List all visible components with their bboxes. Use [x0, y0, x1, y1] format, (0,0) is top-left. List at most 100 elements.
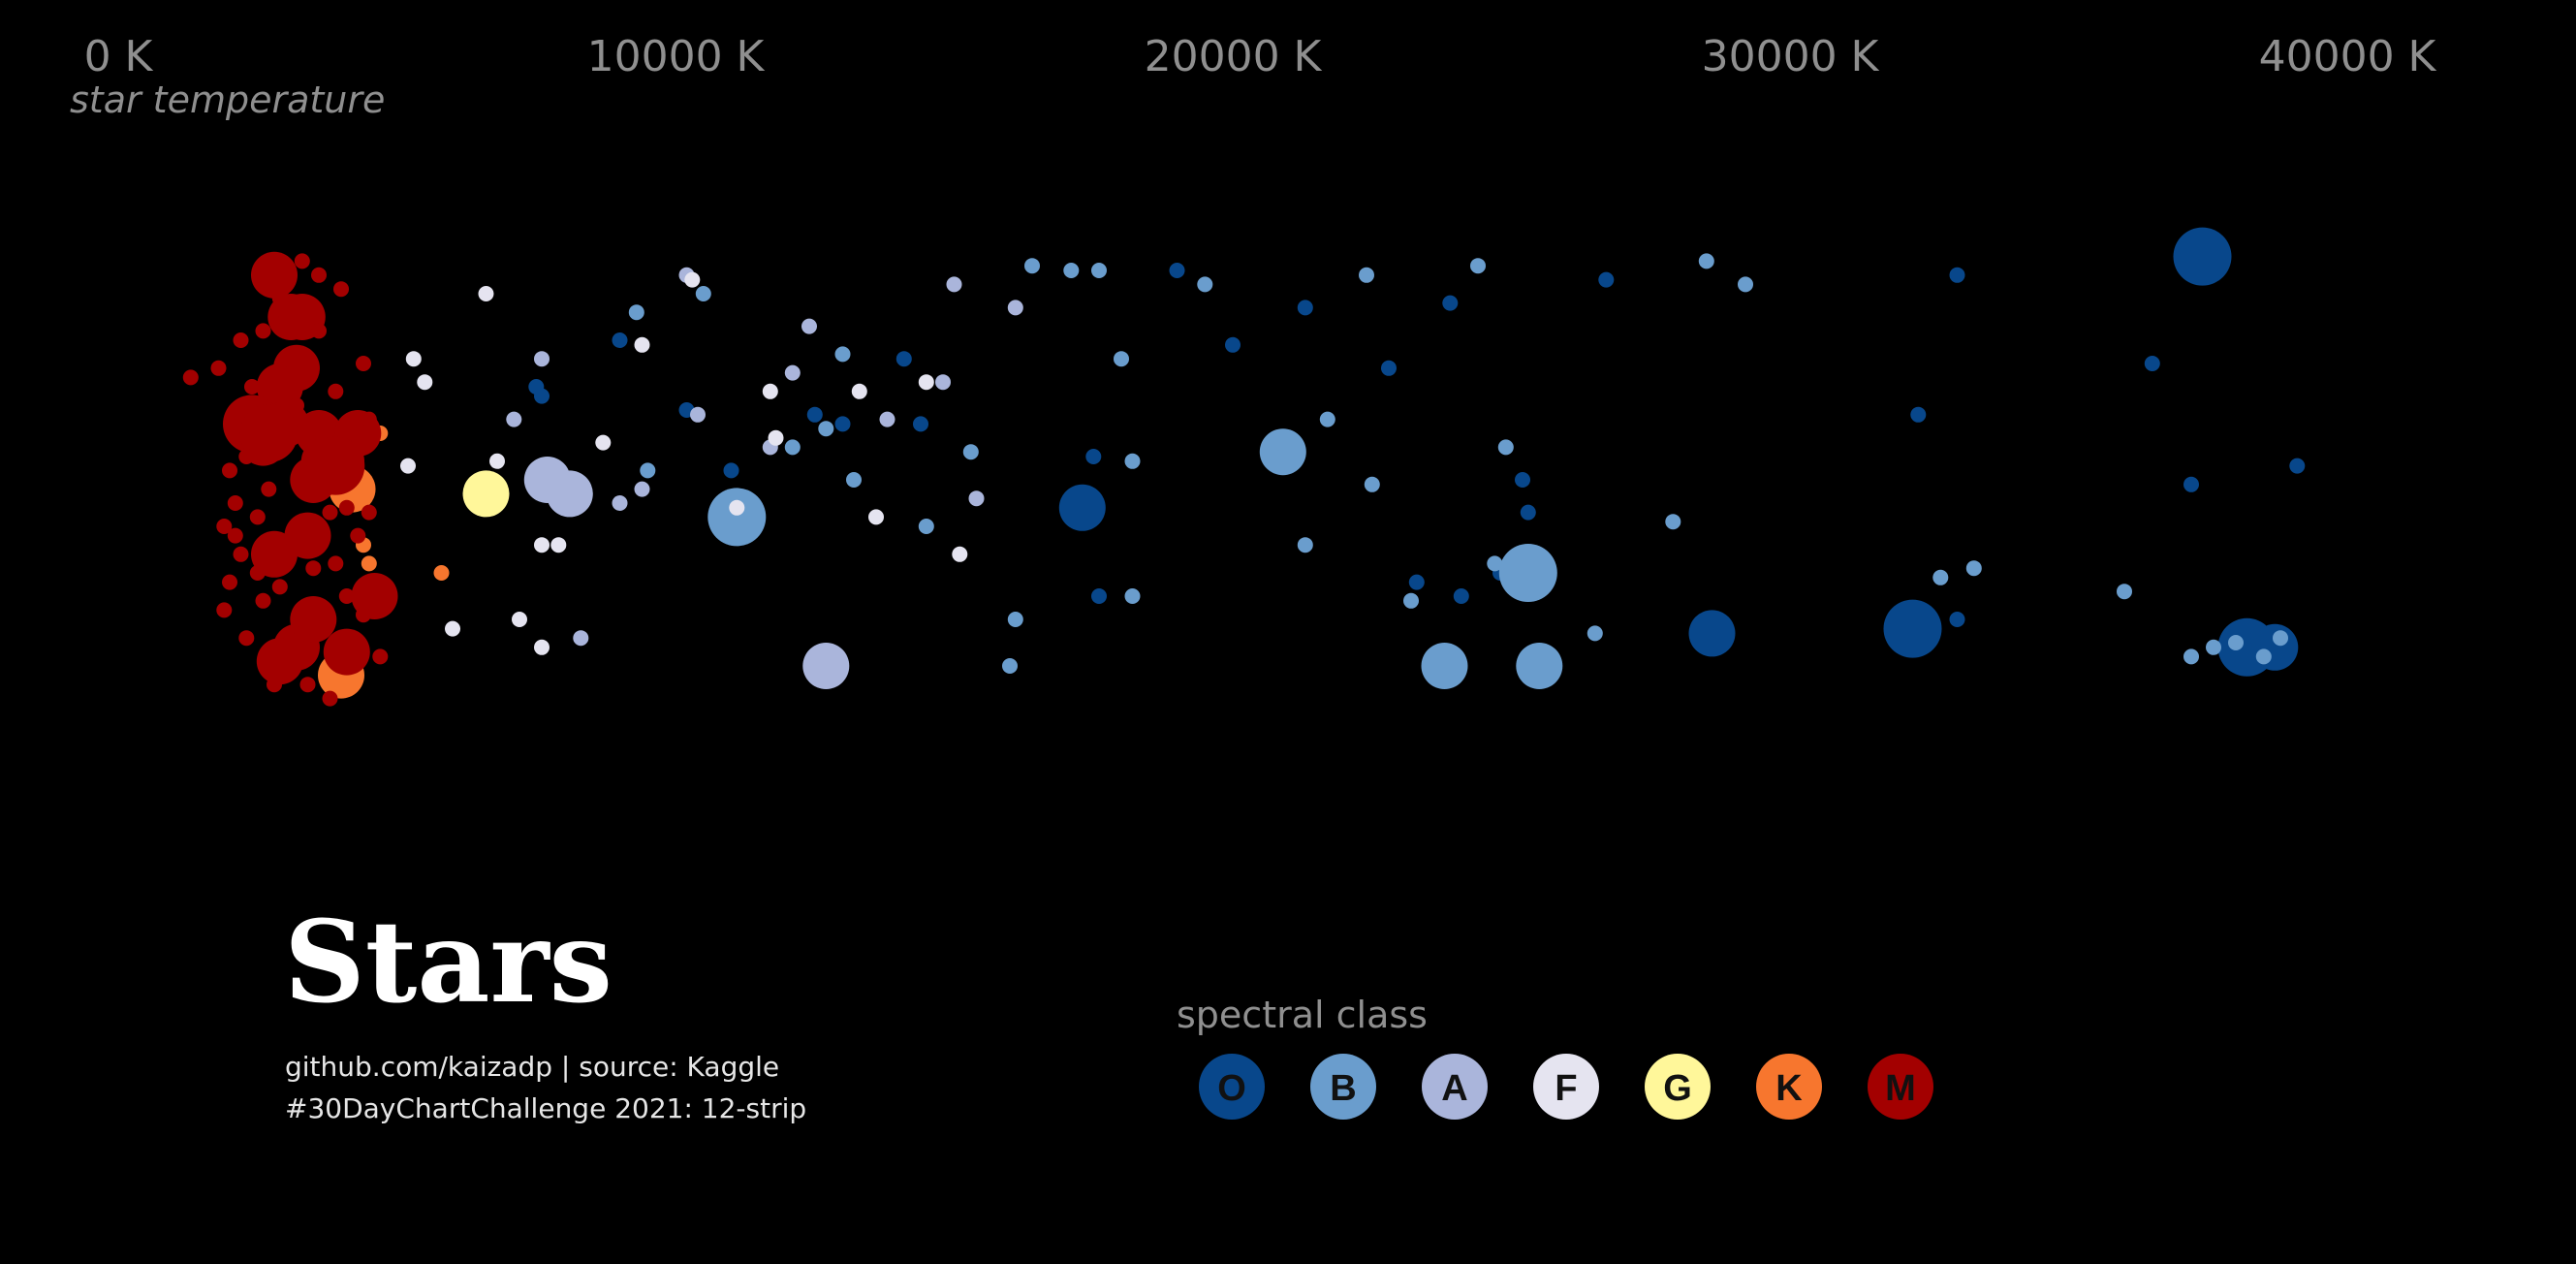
caption-line-1: github.com/kaizadp | source: Kaggle [285, 1051, 779, 1083]
legend-item-A: A [1422, 1054, 1488, 1120]
star-point [723, 462, 739, 479]
star-point [1124, 588, 1141, 604]
star-point [294, 253, 310, 269]
star-point [1124, 453, 1141, 469]
star-point [1520, 504, 1536, 521]
star-point [1408, 574, 1425, 590]
star-point [806, 406, 823, 423]
star-point [707, 488, 767, 547]
star-point [400, 458, 416, 474]
star-point [802, 643, 850, 689]
star-point [1738, 276, 1753, 293]
star-point [227, 495, 243, 511]
star-point [695, 286, 711, 301]
star-point [255, 323, 271, 339]
star-point [1515, 472, 1530, 488]
star-point [323, 628, 370, 676]
star-point [834, 346, 851, 363]
star-point [1007, 612, 1023, 627]
star-point [1910, 406, 1927, 423]
star-point [1169, 263, 1185, 278]
star-point [182, 369, 199, 386]
star-point [350, 527, 366, 544]
star-point [1359, 267, 1374, 283]
star-point [2117, 584, 2132, 600]
legend-label: A [1441, 1068, 1467, 1109]
star-point [361, 504, 377, 521]
star-point [239, 404, 298, 462]
star-point [328, 555, 344, 572]
star-point [1688, 610, 1736, 657]
star-point [1270, 434, 1285, 451]
star-point [284, 512, 331, 559]
star-point [1007, 300, 1023, 316]
legend-item-G: G [1645, 1054, 1711, 1120]
star-point [277, 351, 294, 367]
star-point [222, 462, 237, 479]
star-point [1965, 560, 1982, 577]
x-tick-label: 30000 K [1702, 32, 1880, 81]
star-point [311, 323, 327, 339]
data-points [182, 227, 2306, 707]
star-point [361, 555, 377, 572]
star-point [338, 588, 355, 604]
star-point [338, 499, 355, 516]
star-point [1598, 271, 1615, 288]
series-F [400, 271, 968, 655]
star-point [1498, 544, 1557, 602]
star-point [244, 379, 260, 395]
star-point [506, 411, 522, 427]
x-tick-label: 0 K [84, 32, 154, 81]
x-axis: 0 K 10000 K 20000 K 30000 K 40000 K [84, 32, 2437, 81]
star-point [534, 351, 550, 367]
star-point [249, 565, 266, 581]
star-point [1949, 612, 1965, 627]
star-point [255, 592, 271, 609]
star-point [233, 546, 249, 562]
legend-swatch [1533, 1054, 1599, 1120]
star-point [271, 290, 288, 306]
legend-label: M [1885, 1068, 1916, 1109]
star-point [306, 436, 365, 495]
star-point [918, 374, 934, 391]
star-point [512, 612, 527, 627]
star-point [1225, 336, 1241, 353]
star-point [534, 639, 550, 655]
star-point [222, 574, 237, 590]
chart-title: Stars [284, 897, 613, 1028]
star-point [868, 509, 884, 525]
star-point [684, 271, 701, 288]
star-point [851, 383, 867, 399]
star-point [534, 537, 550, 553]
star-point [251, 251, 298, 299]
star-point [1364, 476, 1380, 492]
star-point [462, 470, 510, 518]
star-point [1024, 258, 1040, 274]
star-point [405, 351, 422, 367]
legend-item-O: O [1199, 1054, 1265, 1120]
legend-item-B: B [1310, 1054, 1376, 1120]
legend-swatch [1756, 1054, 1822, 1120]
series-A [506, 267, 1023, 689]
x-axis-title: star temperature [70, 79, 385, 121]
star-point [316, 616, 332, 632]
star-point [690, 406, 706, 423]
star-point [879, 411, 895, 427]
star-point [612, 495, 628, 511]
star-point [216, 602, 233, 618]
star-point [238, 630, 255, 647]
star-point [2255, 648, 2272, 665]
star-point [1297, 300, 1313, 316]
legend-label: B [1330, 1068, 1356, 1109]
star-point [2206, 639, 2221, 655]
star-point [1470, 258, 1486, 274]
star-point [534, 388, 550, 404]
x-tick-label: 40000 K [2259, 32, 2437, 81]
star-point [634, 336, 650, 353]
star-point [1381, 360, 1397, 376]
star-point [1665, 514, 1681, 530]
star-point [1442, 295, 1459, 311]
star-point [299, 677, 316, 693]
star-point [328, 383, 344, 399]
